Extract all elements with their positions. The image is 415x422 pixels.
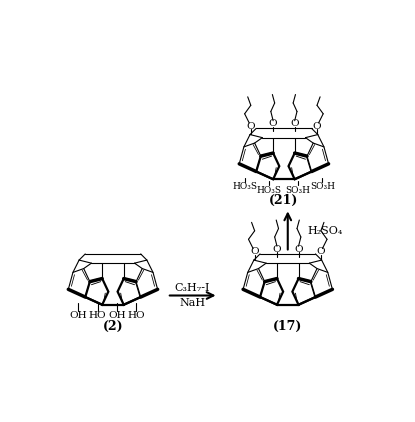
Polygon shape	[256, 153, 279, 179]
Text: O: O	[294, 245, 303, 254]
Text: O: O	[273, 245, 281, 254]
Text: SO₃H: SO₃H	[285, 186, 310, 195]
Text: H₂SO₄: H₂SO₄	[307, 226, 342, 236]
Text: O: O	[313, 122, 321, 130]
Polygon shape	[239, 143, 261, 171]
Text: O: O	[250, 247, 259, 256]
Text: NaH: NaH	[179, 298, 205, 308]
Polygon shape	[307, 143, 329, 171]
Polygon shape	[136, 268, 158, 297]
Polygon shape	[293, 279, 315, 305]
Polygon shape	[85, 279, 108, 305]
Text: HO: HO	[89, 311, 106, 320]
Text: O: O	[269, 119, 278, 128]
Text: (17): (17)	[273, 320, 303, 333]
Text: HO₃S: HO₃S	[233, 182, 258, 192]
Polygon shape	[117, 279, 141, 305]
Text: O: O	[317, 247, 325, 256]
Text: (2): (2)	[103, 320, 123, 333]
Text: O: O	[247, 122, 255, 130]
Text: SO₃H: SO₃H	[310, 182, 335, 192]
Text: HO₃S: HO₃S	[256, 186, 281, 195]
Polygon shape	[68, 268, 90, 297]
Polygon shape	[311, 268, 332, 297]
Text: C₃H₇-I: C₃H₇-I	[175, 283, 210, 293]
Polygon shape	[243, 268, 265, 297]
Text: OH: OH	[69, 311, 87, 320]
Text: OH: OH	[108, 311, 126, 320]
Text: O: O	[290, 119, 299, 128]
Text: (21): (21)	[269, 194, 299, 207]
Polygon shape	[260, 279, 283, 305]
Text: HO: HO	[127, 311, 145, 320]
Polygon shape	[288, 153, 312, 179]
